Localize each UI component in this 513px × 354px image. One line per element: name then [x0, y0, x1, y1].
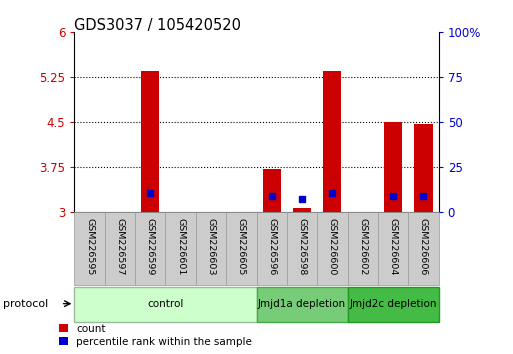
FancyBboxPatch shape: [256, 287, 347, 322]
Text: GSM226605: GSM226605: [237, 218, 246, 275]
FancyBboxPatch shape: [378, 212, 408, 285]
Bar: [323, 71, 342, 212]
Text: protocol: protocol: [3, 299, 48, 309]
Text: GSM226604: GSM226604: [388, 218, 398, 275]
Text: GSM226606: GSM226606: [419, 218, 428, 275]
Text: control: control: [147, 299, 184, 309]
FancyBboxPatch shape: [135, 212, 165, 285]
Bar: [415, 124, 432, 212]
FancyBboxPatch shape: [165, 212, 196, 285]
Bar: [293, 208, 311, 212]
FancyBboxPatch shape: [256, 212, 287, 285]
Text: GSM226595: GSM226595: [85, 218, 94, 275]
FancyBboxPatch shape: [226, 212, 256, 285]
Text: GSM226603: GSM226603: [206, 218, 215, 276]
FancyBboxPatch shape: [74, 212, 105, 285]
FancyBboxPatch shape: [347, 212, 378, 285]
Bar: [263, 169, 281, 212]
FancyBboxPatch shape: [105, 212, 135, 285]
Text: GSM226599: GSM226599: [146, 218, 155, 275]
Text: GSM226596: GSM226596: [267, 218, 276, 275]
Text: GSM226600: GSM226600: [328, 218, 337, 275]
Text: GSM226598: GSM226598: [298, 218, 307, 275]
FancyBboxPatch shape: [347, 287, 439, 322]
FancyBboxPatch shape: [74, 287, 256, 322]
FancyBboxPatch shape: [408, 212, 439, 285]
Legend: count, percentile rank within the sample: count, percentile rank within the sample: [56, 321, 254, 349]
FancyBboxPatch shape: [287, 212, 317, 285]
Text: Jmjd2c depletion: Jmjd2c depletion: [349, 299, 437, 309]
FancyBboxPatch shape: [317, 212, 347, 285]
Bar: [384, 122, 402, 212]
Bar: [141, 71, 160, 212]
Text: GDS3037 / 105420520: GDS3037 / 105420520: [74, 18, 242, 33]
FancyBboxPatch shape: [196, 212, 226, 285]
Text: Jmjd1a depletion: Jmjd1a depletion: [258, 299, 346, 309]
Text: GSM226601: GSM226601: [176, 218, 185, 275]
Text: GSM226597: GSM226597: [115, 218, 125, 275]
Text: GSM226602: GSM226602: [358, 218, 367, 275]
